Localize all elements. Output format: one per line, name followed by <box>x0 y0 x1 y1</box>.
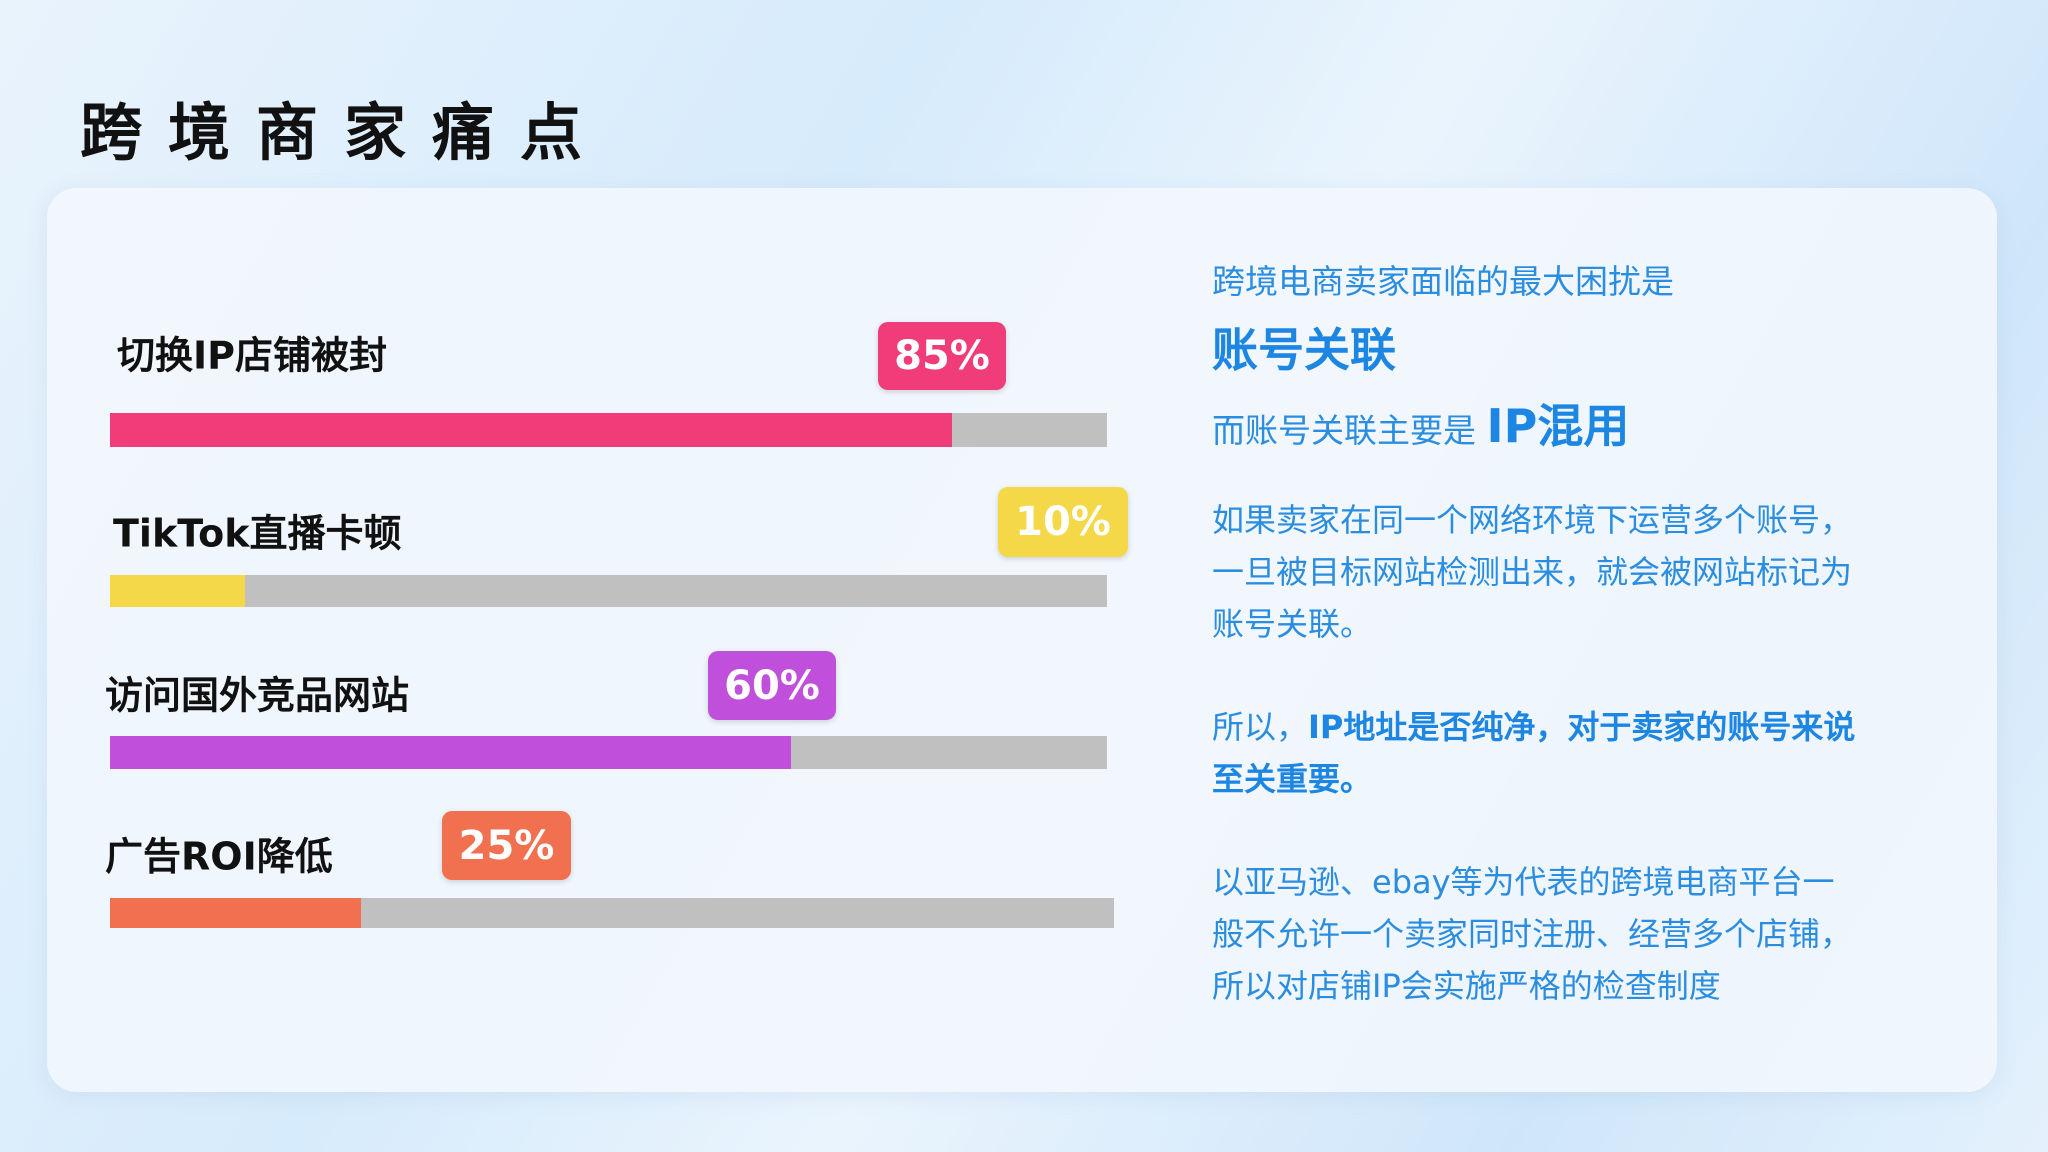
percent-badge: 10% <box>998 487 1128 557</box>
content-card <box>47 188 1997 1092</box>
progress-fill <box>110 736 791 769</box>
progress-bar <box>110 413 1107 447</box>
bar-label: TikTok直播卡顿 <box>113 511 402 556</box>
progress-fill <box>110 898 361 928</box>
progress-bar <box>110 575 1107 607</box>
progress-bar <box>110 898 1114 928</box>
progress-fill <box>110 575 245 607</box>
intro-line: 跨境电商卖家面临的最大困扰是 <box>1212 262 1674 301</box>
progress-bar <box>110 736 1107 769</box>
paragraph-1: 如果卖家在同一个网络环境下运营多个账号， 一旦被目标网站检测出来，就会被网站标记… <box>1212 501 1853 643</box>
paragraph-2: 所以，IP地址是否纯净，对于卖家的账号来说 至关重要。 <box>1212 708 1856 798</box>
percent-badge: 85% <box>878 322 1006 390</box>
paragraph-3: 以亚马逊、ebay等为代表的跨境电商平台一 般不允许一个卖家同时注册、经营多个店… <box>1212 863 1853 1005</box>
cause-line: 而账号关联主要是 IP混用 <box>1212 399 1630 453</box>
bar-label: 访问国外竞品网站 <box>105 673 410 718</box>
progress-fill <box>110 413 953 447</box>
bar-label: 切换IP店铺被封 <box>117 333 387 378</box>
percent-badge: 25% <box>442 811 571 880</box>
headline: 账号关联 <box>1212 323 1396 377</box>
bar-label: 广告ROI降低 <box>105 834 333 879</box>
percent-badge: 60% <box>708 651 836 720</box>
page-title: 跨境商家痛点 <box>80 96 609 169</box>
